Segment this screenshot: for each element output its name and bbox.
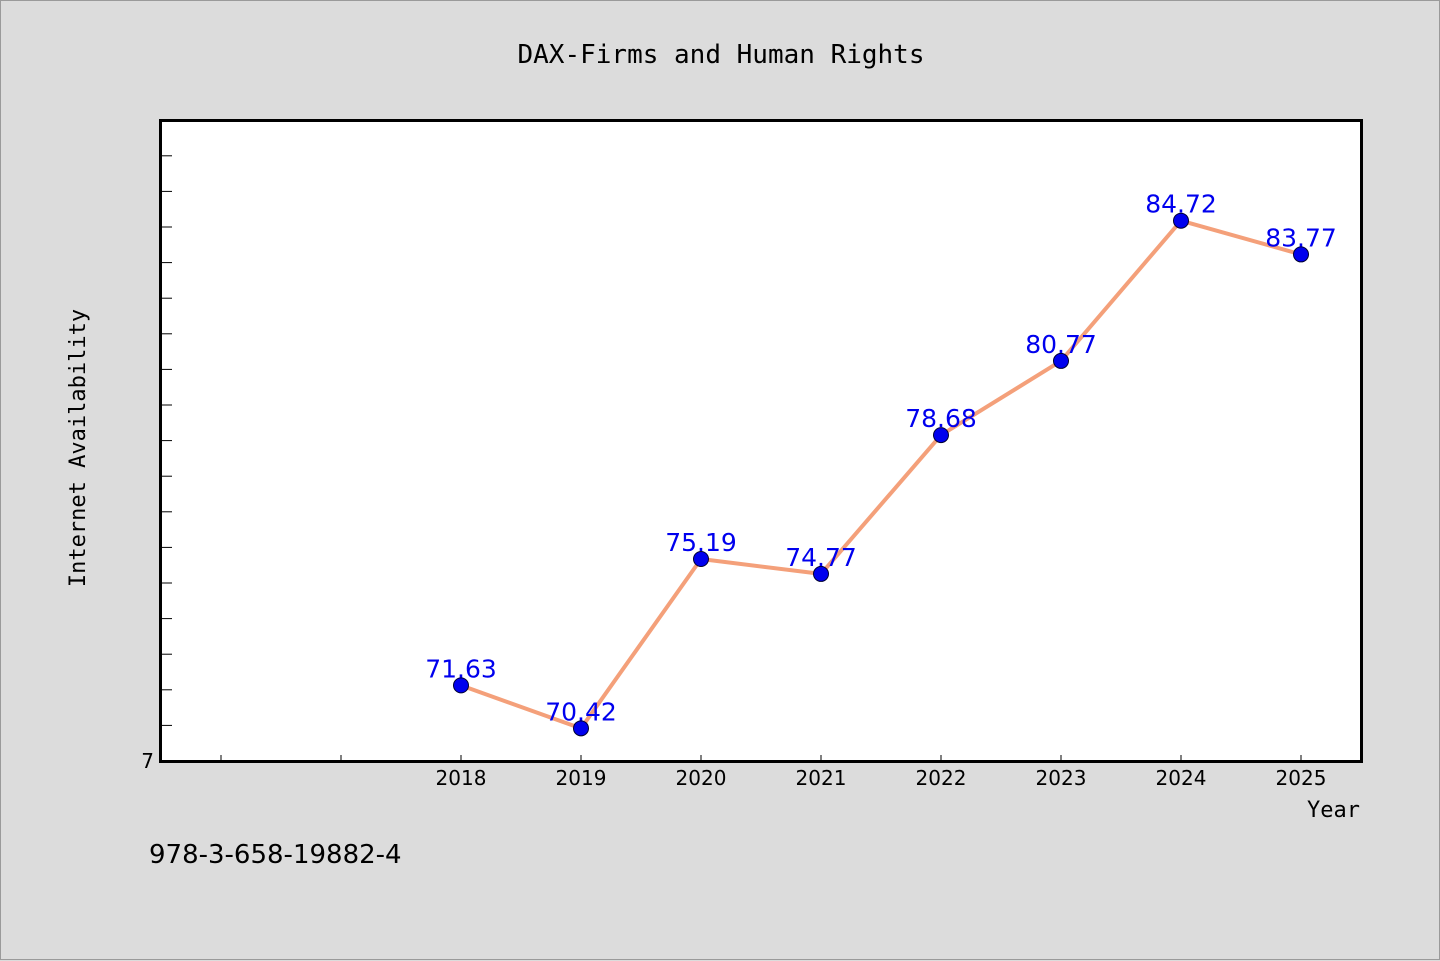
x-tick-label: 2023 — [1036, 766, 1087, 790]
y-axis-label: Internet Availability — [66, 309, 91, 587]
data-label: 70.42 — [545, 697, 617, 726]
x-axis-ticks: 2018 2019 2020 2021 2022 2023 2024 2025 — [220, 755, 1327, 790]
data-label: 78.68 — [905, 404, 977, 433]
series-line — [460, 218, 1302, 731]
data-label: 75.19 — [665, 528, 737, 557]
data-point — [1173, 212, 1189, 229]
data-point — [573, 720, 589, 737]
data-label: 71.63 — [425, 654, 497, 683]
x-tick-label: 2020 — [676, 766, 727, 790]
x-tick-label: 2025 — [1276, 766, 1327, 790]
data-point — [693, 551, 709, 568]
x-tick-label: 2022 — [916, 766, 967, 790]
data-point — [933, 427, 949, 444]
x-tick-label: 2019 — [556, 766, 607, 790]
plot-area — [159, 119, 1363, 763]
data-label: 80.77 — [1025, 330, 1097, 359]
data-label: 83.77 — [1265, 223, 1337, 252]
data-point — [1293, 246, 1309, 263]
isbn-footnote: 978-3-658-19882-4 — [149, 840, 402, 870]
data-labels: 71.63 70.42 75.19 74.77 78.68 80.77 84.72 83.77 — [425, 190, 1337, 727]
y-axis-ticks: 7 — [141, 155, 172, 773]
x-tick-label: 2018 — [436, 766, 487, 790]
data-label: 74.77 — [785, 543, 857, 572]
data-point — [453, 677, 469, 694]
y-tick-label: 7 — [141, 749, 154, 773]
x-tick-label: 2024 — [1156, 766, 1207, 790]
x-tick-label: 2021 — [796, 766, 847, 790]
x-axis-label: Year — [1307, 798, 1360, 823]
data-markers — [453, 212, 1309, 737]
chart-title: DAX-Firms and Human Rights — [518, 40, 925, 70]
data-point — [1053, 352, 1069, 369]
data-label: 84.72 — [1145, 190, 1217, 219]
data-point — [813, 565, 829, 582]
